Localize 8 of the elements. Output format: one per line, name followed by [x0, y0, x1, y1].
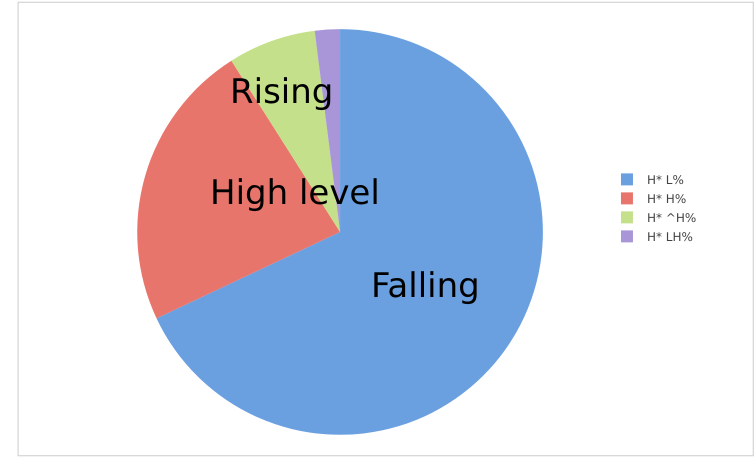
text: Rising — [230, 72, 334, 112]
pie-slice — [156, 29, 543, 435]
text: Falling — [371, 266, 480, 306]
text: High level — [210, 173, 380, 213]
legend-label: H* LH% — [646, 230, 693, 244]
legend-label: H* L% — [646, 173, 684, 188]
legend-label: H* ^H% — [646, 211, 696, 226]
legend-label: H* H% — [646, 192, 686, 206]
